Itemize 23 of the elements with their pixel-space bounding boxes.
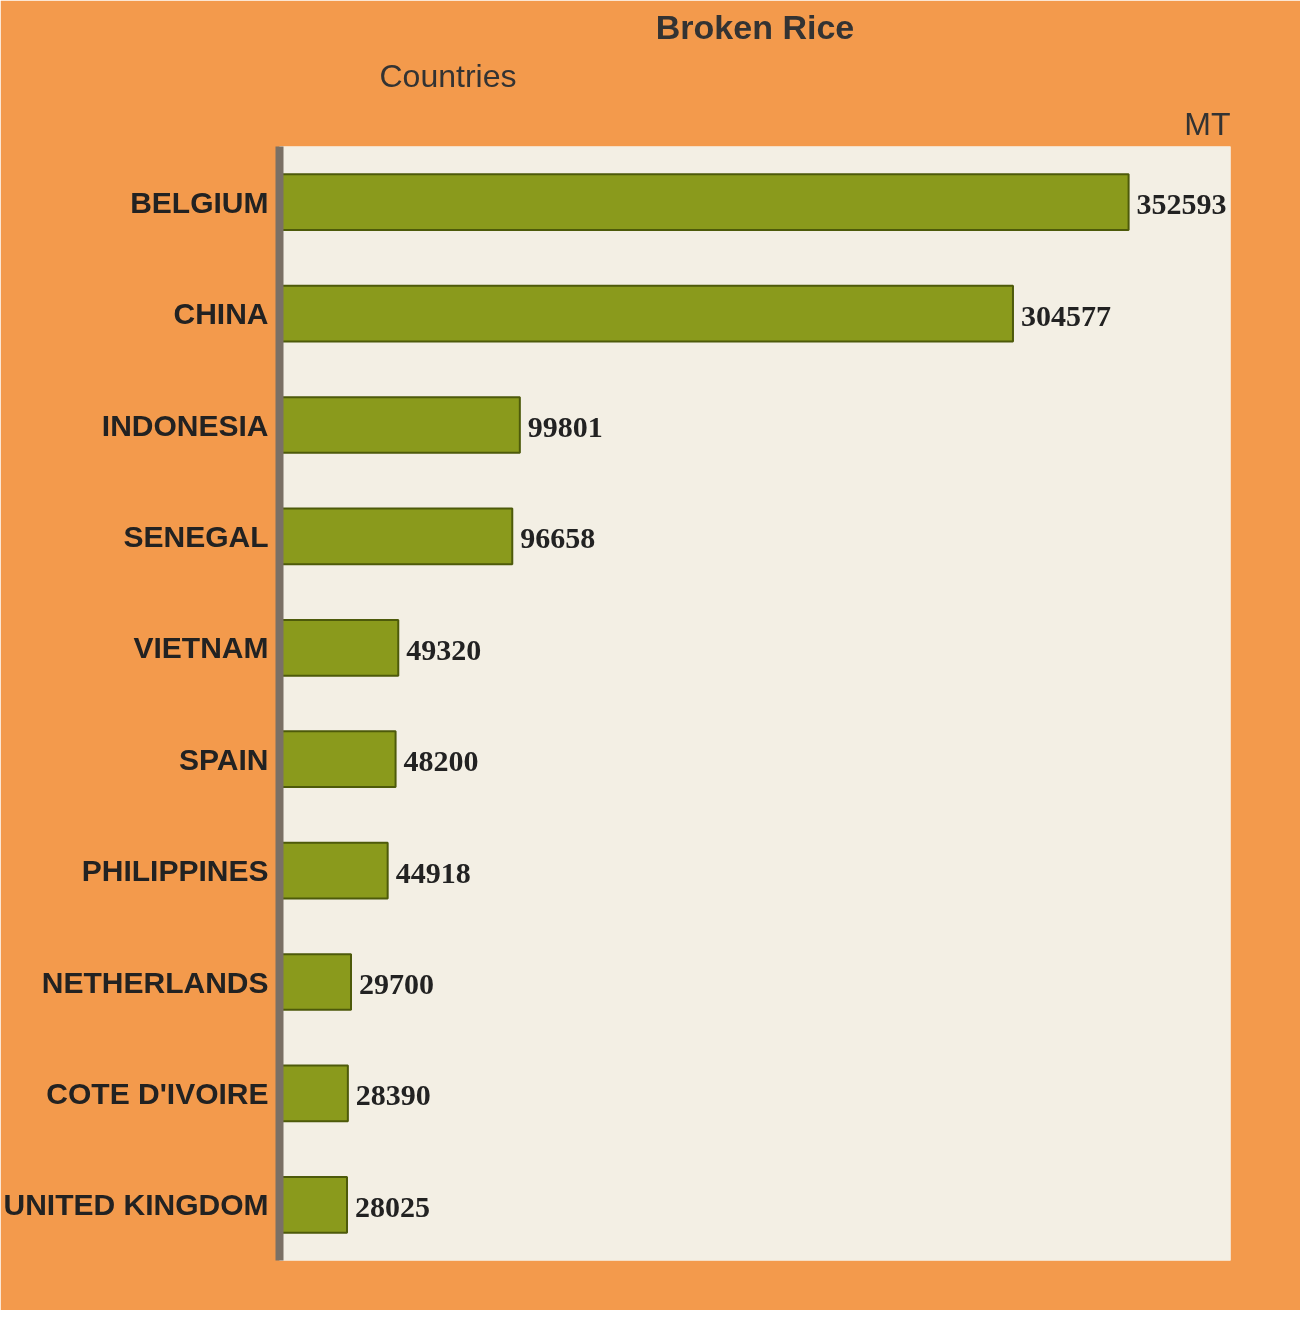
y-tick-label: CHINA [173, 297, 269, 331]
y-tick-label: NETHERLANDS [41, 965, 269, 999]
y-tick-label: COTE D'IVOIRE [46, 1076, 269, 1110]
y-tick-label: SENEGAL [123, 519, 269, 553]
data-label: 96658 [520, 521, 596, 555]
data-label: 49320 [406, 632, 482, 666]
data-label: 28025 [354, 1189, 430, 1223]
y-tick-label: BELGIUM [130, 185, 269, 219]
x-axis-title: MT [1184, 105, 1231, 142]
y-tick-label: VIETNAM [133, 631, 269, 665]
data-label: 99801 [527, 410, 603, 443]
data-label: 29700 [359, 967, 435, 1000]
y-tick-label: PHILIPPINES [81, 854, 269, 888]
y-tick-label: UNITED KINGDOM [3, 1188, 269, 1222]
y-axis-title: Countries [379, 57, 517, 94]
y-tick-label: SPAIN [179, 742, 269, 776]
y-tick-label: INDONESIA [101, 408, 269, 442]
data-label: 304577 [1020, 298, 1111, 332]
data-label: 28390 [355, 1078, 431, 1112]
data-label: 352593 [1136, 187, 1227, 221]
chart-title: Broken Rice [655, 7, 855, 46]
data-label: 44918 [395, 855, 471, 889]
data-label: 48200 [403, 744, 479, 778]
